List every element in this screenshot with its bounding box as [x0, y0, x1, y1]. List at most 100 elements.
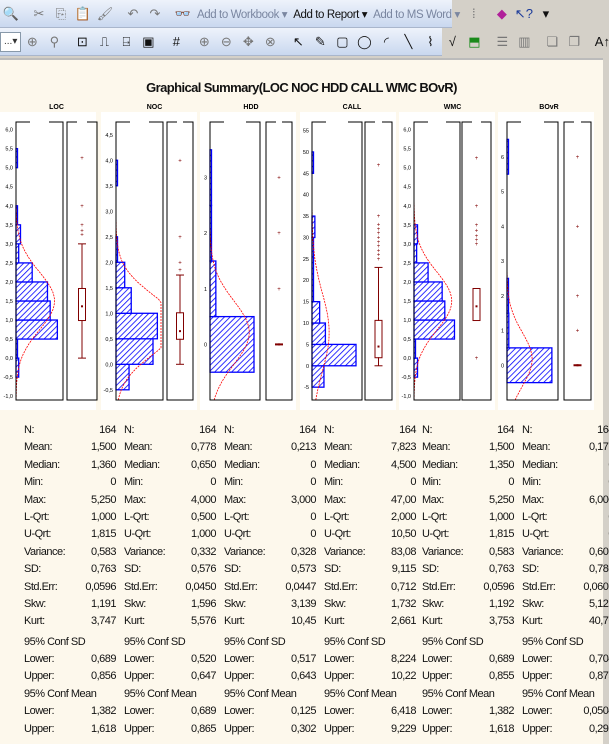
grid-icon[interactable]: # [172, 34, 180, 49]
stat-label: Upper: [224, 722, 255, 735]
add-to-report-button[interactable]: Add to Report ▾ [293, 8, 368, 21]
stat-value: 0,125 [290, 705, 317, 718]
stat-row: Lower: 0,689 [24, 651, 117, 668]
stat-value: 0 [310, 510, 316, 523]
stat-row: Lower: 1,382 [24, 703, 117, 720]
font-size-up-icon[interactable]: A↑ [594, 34, 609, 49]
stat-row: Kurt: 40,76 [522, 613, 609, 630]
cut-icon[interactable]: ✂ [33, 5, 45, 21]
toolbar-options-icon[interactable]: ▾ [542, 5, 550, 21]
zoom-out-icon[interactable]: ⊖ [220, 33, 232, 49]
stat-value: 7,823 [390, 441, 417, 454]
distribute-icon[interactable]: ▥ [518, 33, 531, 49]
stat-label: Lower: [124, 653, 155, 666]
polyline-tool-icon[interactable]: √ [448, 34, 456, 49]
stat-label: Std.Err: [124, 580, 158, 593]
stat-label: L-Qrt: [124, 510, 150, 523]
zoom-graph-icon[interactable]: ⊕ [26, 33, 38, 49]
ellipse-tool-icon[interactable]: ◯ [357, 33, 372, 49]
rectangle-tool-icon[interactable]: ▢ [336, 33, 349, 49]
line-tool-icon[interactable]: ╲ [404, 33, 413, 49]
stat-value: 5,250 [488, 493, 515, 506]
stat-label: L-Qrt: [522, 510, 548, 523]
tick-label: -0,5 [104, 388, 113, 394]
marker-tool-icon[interactable]: ⬒ [468, 33, 481, 49]
stat-row: L-Qrt: 0 [522, 509, 609, 526]
stat-value: 0,583 [90, 545, 117, 558]
print-preview-icon[interactable]: 🔍 [2, 5, 20, 21]
stat-value: 0 [410, 476, 416, 489]
stat-value: 0,609 [588, 545, 609, 558]
stat-label: Lower: [324, 705, 355, 718]
select-arrow-icon[interactable]: ↖ [292, 33, 304, 49]
undo-icon[interactable]: ↶ [127, 5, 139, 21]
tick-label: 55 [303, 129, 309, 135]
add-to-ms-word-button[interactable]: Add to MS Word ▾ [373, 8, 460, 21]
stat-label: Std.Err: [324, 580, 358, 593]
zoom-in-icon[interactable]: ⊕ [198, 33, 210, 49]
stat-row: N: 164 [124, 422, 217, 439]
graph-window-icon[interactable]: ⎍ [99, 33, 109, 49]
outlier-marker: + [377, 240, 381, 246]
stat-row: Upper: 0,865 [124, 721, 217, 738]
arc-tool-icon[interactable]: ◜ [383, 33, 389, 49]
add-to-workbook-button[interactable]: Add to Workbook ▾ [197, 8, 288, 21]
polygon-tool-icon[interactable]: ⌇ [427, 33, 434, 49]
graph-icon[interactable]: ⚲ [49, 33, 60, 49]
stat-row: N: 164 [422, 422, 515, 439]
help-pointer-icon[interactable]: ↖? [514, 5, 533, 21]
boxplot-frame [66, 121, 98, 401]
format-painter-icon[interactable]: 🖌 [96, 5, 114, 21]
stat-label: Std.Err: [24, 580, 58, 593]
histogram-bar [413, 262, 429, 283]
stat-row: Kurt: 5,576 [124, 613, 217, 630]
brush-icon[interactable]: ⍈ [122, 33, 131, 49]
stat-label: Median: [522, 458, 558, 471]
stat-label: Lower: [324, 653, 355, 666]
chart-icon[interactable]: ▣ [142, 33, 155, 49]
bring-forward-icon[interactable]: ❏ [546, 33, 559, 49]
histogram-frame [311, 121, 363, 401]
stat-value: 0,778 [190, 441, 217, 454]
pan-icon[interactable]: ✥ [242, 33, 254, 49]
stat-value: 0,520 [190, 653, 217, 666]
stat-row: N: 164 [24, 422, 117, 439]
stat-label: Median: [422, 458, 458, 471]
graph-select[interactable]: ... ▾ [0, 31, 22, 52]
stat-row: Min: 0 [224, 474, 317, 491]
outlier-marker: + [475, 229, 479, 235]
copy-icon[interactable]: ⎘ [55, 5, 67, 21]
graph-pane[interactable]: Graphical Summary(LOC NOC HDD CALL WMC B… [0, 58, 609, 744]
stat-value: 1,382 [488, 705, 515, 718]
paste-icon[interactable]: 📋 [74, 5, 92, 21]
eraser-icon[interactable]: ◆ [496, 5, 507, 21]
reset-zoom-icon[interactable]: ⊗ [264, 33, 276, 49]
stat-row: Lower: 0,520 [124, 651, 217, 668]
align-icon[interactable]: ☰ [496, 33, 509, 49]
stat-label: Lower: [422, 705, 453, 718]
histogram-frame [15, 121, 64, 401]
edit-graph-icon[interactable]: ⊡ [76, 33, 88, 49]
stat-label: Variance: [24, 545, 66, 558]
chevron-down-icon: ▾ [12, 36, 18, 47]
binoculars-icon[interactable]: 👓 [174, 5, 192, 21]
stat-row: N: 164 [324, 422, 417, 439]
link-icon[interactable]: ⁞ [472, 6, 476, 21]
stat-row: U-Qrt: 0 [224, 526, 317, 543]
tick-label: 45 [303, 171, 309, 177]
histogram-bar [15, 224, 22, 245]
stat-value: 0,0450 [185, 580, 216, 593]
tick-label: 4,0 [5, 204, 13, 210]
redo-icon[interactable]: ↷ [149, 5, 161, 21]
stat-row: Max: 47,00 [324, 492, 417, 509]
send-backward-icon[interactable]: ❐ [568, 33, 581, 49]
stat-row: Variance: 0,328 [224, 544, 317, 561]
text-tool-icon[interactable]: ✎ [314, 33, 326, 49]
stat-label: Lower: [522, 653, 553, 666]
stat-label: Lower: [224, 705, 255, 718]
stat-label: SD: [24, 563, 41, 576]
conf-mean-label: 95% Conf Mean [224, 687, 297, 700]
stat-label: Lower: [224, 653, 255, 666]
stat-value: 1,192 [488, 597, 515, 610]
